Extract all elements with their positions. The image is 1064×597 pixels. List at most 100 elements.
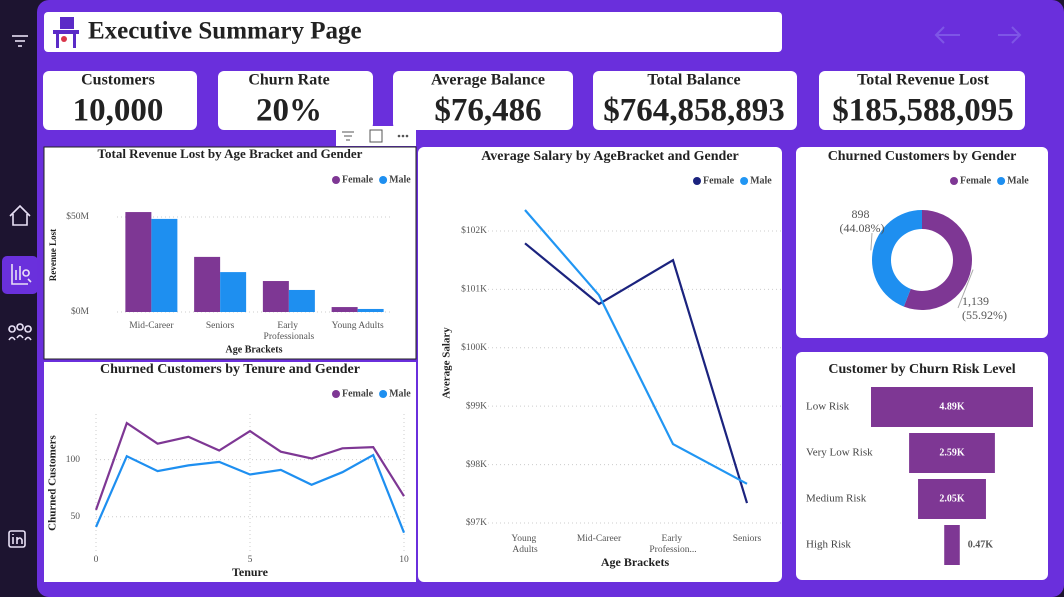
card-value: $764,858,893	[603, 93, 785, 129]
bar	[288, 289, 315, 312]
data-label: 2.05K	[939, 493, 965, 504]
chart-title: Churned Customers by Gender	[828, 149, 1017, 164]
bar	[357, 308, 384, 312]
focus-button[interactable]	[369, 129, 383, 143]
toolbar-bg	[336, 126, 416, 146]
x-tick-label: 10	[399, 555, 409, 565]
x-tick-label: Seniors	[206, 321, 235, 331]
y-tick-label: 100	[66, 455, 81, 465]
data-label: 4.89K	[939, 401, 965, 412]
card-value: 10,000	[73, 93, 164, 129]
line	[524, 209, 748, 485]
card	[393, 71, 573, 130]
x-tick-label: Mid-Career	[577, 534, 622, 544]
x-tick-label: Mid-Career	[129, 321, 174, 331]
home-icon[interactable]	[9, 204, 31, 226]
linkedin-icon[interactable]	[8, 530, 26, 548]
funnel-bar	[871, 387, 1033, 427]
card-label: Total Balance	[647, 72, 740, 89]
card-label: Average Balance	[431, 72, 545, 89]
x-tick-label: 0	[94, 555, 99, 565]
legend-marker	[332, 390, 340, 398]
chart-title: Customer by Churn Risk Level	[828, 362, 1015, 377]
visual-toolbar	[336, 126, 416, 146]
x-axis-label: Tenure	[232, 565, 269, 579]
filter-button[interactable]	[342, 131, 354, 141]
charts: Total Revenue Lost by Age Bracket and Ge…	[47, 146, 1033, 579]
chart-panel[interactable]	[44, 362, 416, 582]
bar	[125, 212, 152, 312]
y-axis-label: Average Salary	[441, 327, 453, 399]
y-tick-label: $101K	[461, 284, 487, 295]
more-button[interactable]	[397, 134, 409, 138]
bar	[151, 218, 178, 312]
bar	[262, 281, 289, 312]
legend-label: Female	[703, 175, 735, 186]
card-value: $185,588,095	[832, 93, 1014, 129]
page-title: Executive Summary Page	[88, 18, 362, 45]
y-tick-label: $0M	[71, 306, 90, 317]
category-label: Medium Risk	[806, 493, 867, 505]
sidebar-icons	[2, 35, 38, 548]
category-label: High Risk	[806, 539, 851, 551]
category-label: Low Risk	[806, 401, 850, 413]
data-label: 1,139 (55.92%)	[962, 294, 1007, 322]
y-tick-label: $102K	[461, 225, 487, 236]
legend-label: Male	[389, 174, 411, 185]
card-value: $76,486	[434, 93, 541, 129]
y-axis-label: Churned Customers	[47, 434, 59, 530]
nav-arrows	[934, 26, 1022, 44]
legend-label: Male	[1007, 175, 1029, 186]
line	[94, 453, 406, 534]
header-icon	[53, 17, 79, 48]
legend-label: Male	[750, 175, 772, 186]
funnel-bar	[909, 433, 995, 473]
people-icon[interactable]	[8, 323, 32, 341]
leader-line	[957, 269, 974, 309]
chart-title: Total Revenue Lost by Age Bracket and Ge…	[98, 146, 363, 161]
legend-marker	[332, 176, 340, 184]
card	[218, 71, 373, 130]
legend-label: Female	[342, 388, 374, 399]
bar	[331, 307, 358, 312]
funnel-bar	[918, 479, 986, 519]
chart-panel[interactable]	[796, 147, 1048, 338]
card	[819, 71, 1025, 130]
x-tick-label: Young Adults	[511, 534, 538, 555]
legend-marker	[950, 177, 958, 185]
card	[43, 71, 197, 130]
x-tick-label: Early Professionals	[264, 321, 315, 342]
forward-arrow[interactable]	[998, 26, 1022, 44]
y-axis-label: Revenue Lost	[48, 229, 58, 281]
header-bar	[44, 12, 782, 52]
card-label: Customers	[81, 72, 155, 89]
analysis-icon[interactable]	[11, 264, 32, 285]
kpi-cards: Customers 10,000 Churn Rate 20% Average …	[43, 71, 1025, 130]
data-label: 0.47K	[968, 539, 994, 550]
donut-slice	[872, 210, 922, 307]
legend-marker	[379, 176, 388, 184]
back-arrow[interactable]	[934, 26, 960, 44]
funnel-bar	[944, 525, 960, 565]
x-axis-label: Age Brackets	[226, 344, 283, 355]
chart-panel[interactable]	[43, 146, 417, 360]
y-tick-label: $97K	[466, 517, 487, 528]
bar	[220, 272, 247, 312]
x-tick-label: Young Adults	[332, 321, 384, 331]
chart-panel[interactable]	[418, 147, 782, 582]
legend-label: Female	[342, 174, 374, 185]
y-tick-label: 50	[71, 512, 81, 522]
x-tick-label: 5	[248, 555, 253, 565]
filter-icon[interactable]	[12, 35, 28, 47]
card-value: 20%	[256, 93, 322, 129]
x-tick-label: Seniors	[733, 534, 762, 544]
line	[524, 242, 749, 504]
legend-marker	[379, 390, 388, 398]
donut-slice	[903, 210, 972, 311]
line	[94, 421, 405, 511]
y-tick-label: $50M	[66, 211, 89, 222]
x-axis-label: Age Brackets	[601, 555, 670, 569]
legend-label: Male	[389, 388, 411, 399]
